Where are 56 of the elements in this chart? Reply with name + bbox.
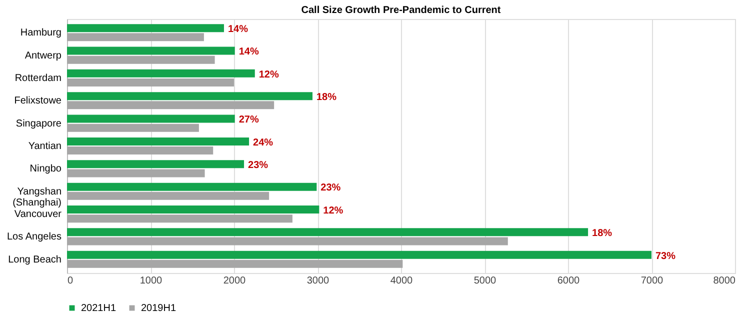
bar bbox=[67, 260, 403, 268]
annotation: 12% bbox=[323, 205, 344, 216]
bar bbox=[67, 101, 274, 110]
chart-title: Call Size Growth Pre-Pandemic to Current bbox=[301, 5, 502, 16]
x-tick-label: 6000 bbox=[557, 276, 580, 286]
bar bbox=[67, 78, 234, 86]
bar bbox=[67, 114, 235, 123]
y-tick-label: Yangshan (Shanghai) bbox=[12, 186, 62, 208]
y-tick-label: Ningbo bbox=[30, 164, 62, 175]
bar bbox=[67, 69, 255, 78]
bar bbox=[67, 250, 652, 259]
y-tick-label: Vancouver bbox=[14, 209, 62, 220]
annotation: 23% bbox=[320, 182, 341, 194]
bar bbox=[67, 160, 244, 168]
bar bbox=[67, 124, 199, 132]
y-tick-label: Hamburg bbox=[20, 28, 62, 39]
bar bbox=[67, 146, 214, 155]
bar bbox=[67, 214, 292, 223]
bar bbox=[67, 24, 224, 32]
annotation: 27% bbox=[238, 114, 259, 126]
y-tick-label: Antwerp bbox=[24, 50, 62, 62]
bar bbox=[67, 92, 312, 100]
bar bbox=[67, 56, 215, 64]
bar bbox=[67, 46, 235, 55]
y-tick-label: Rotterdam bbox=[14, 72, 62, 84]
x-tick-label: 4000 bbox=[390, 276, 414, 286]
y-tick-label: Singapore bbox=[16, 118, 62, 130]
y-tick-label: Long Beach bbox=[8, 254, 62, 266]
legend-label: 2021H1 bbox=[81, 303, 116, 314]
annotation: 14% bbox=[228, 24, 248, 35]
annotation: 12% bbox=[258, 69, 279, 80]
bar bbox=[67, 33, 204, 42]
x-tick-label: 8000 bbox=[713, 276, 736, 286]
x-tick-label: 1000 bbox=[140, 276, 163, 286]
legend-label: 2019H1 bbox=[141, 303, 176, 314]
y-tick-label: Yantian bbox=[28, 141, 62, 152]
annotation: 18% bbox=[316, 92, 337, 104]
annotation: 14% bbox=[238, 46, 259, 58]
annotation: 18% bbox=[592, 228, 612, 240]
bar bbox=[67, 192, 270, 200]
bar bbox=[67, 237, 508, 246]
y-tick-label: Felixstowe bbox=[14, 96, 62, 107]
x-tick-label: 3000 bbox=[306, 276, 330, 286]
annotation: 73% bbox=[656, 250, 676, 262]
x-tick-label: 5000 bbox=[474, 276, 497, 286]
y-tick-label: Los Angeles bbox=[7, 232, 62, 243]
x-tick-label: 7000 bbox=[640, 276, 664, 286]
annotation: 24% bbox=[253, 137, 274, 148]
bar bbox=[67, 137, 250, 146]
bar bbox=[67, 206, 320, 214]
annotation: 23% bbox=[248, 160, 268, 172]
x-tick-label: 0 bbox=[68, 276, 74, 286]
bar bbox=[67, 228, 588, 236]
x-tick-label: 2000 bbox=[223, 276, 246, 286]
bar bbox=[67, 182, 317, 191]
bar bbox=[67, 169, 205, 178]
